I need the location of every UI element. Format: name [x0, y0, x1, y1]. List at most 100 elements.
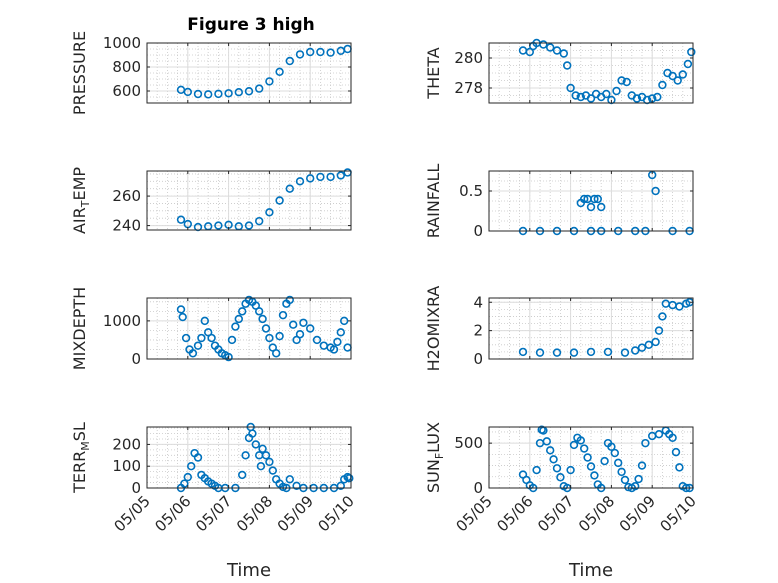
data-point: [234, 87, 244, 97]
data-point: [576, 92, 585, 102]
data-point: [622, 77, 631, 87]
data-point: [678, 70, 687, 79]
data-point: [651, 186, 660, 196]
y-axis-label: MIXDEPTH: [70, 287, 89, 370]
data-point: [329, 345, 339, 354]
x-tick-label: 05/09: [616, 492, 659, 535]
data-point: [545, 446, 555, 455]
data-point: [306, 47, 315, 57]
data-point: [188, 349, 198, 358]
y-axis-label: AIRTEMP: [70, 167, 92, 234]
x-axis-label: Time: [568, 560, 613, 581]
x-tick-label: 05/07: [534, 492, 577, 535]
axes-box: [488, 297, 694, 360]
data-point: [204, 90, 213, 99]
x-tick-label: 05/08: [575, 492, 618, 535]
y-tick-label: 280: [454, 49, 483, 67]
x-tick-label: 05/10: [315, 492, 358, 535]
data-point: [268, 466, 277, 475]
data-point: [556, 473, 565, 482]
axes-box: [488, 426, 694, 489]
data-point: [343, 168, 352, 177]
data-point: [518, 347, 528, 357]
x-tick-label: 05/05: [111, 492, 154, 535]
data-point: [612, 86, 621, 96]
data-point: [336, 46, 345, 55]
data-point: [316, 172, 325, 182]
data-point: [579, 444, 589, 453]
data-point: [285, 56, 294, 66]
x-tick-label: 05/09: [274, 492, 317, 535]
data-point: [683, 59, 693, 69]
data-point: [224, 352, 233, 362]
subplot-pressure: 600 800 1000 PRESSURE: [70, 31, 352, 115]
data-point: [285, 295, 294, 305]
y-tick-label: 200: [112, 435, 141, 453]
data-point: [654, 429, 664, 439]
data-point: [256, 462, 266, 471]
data-point: [630, 482, 640, 491]
data-point: [238, 470, 247, 480]
data-point: [668, 71, 677, 81]
data-point: [658, 312, 667, 321]
data-point: [687, 47, 696, 57]
data-point: [193, 222, 203, 232]
data-point: [552, 464, 562, 473]
data-point: [661, 299, 670, 308]
data-point: [600, 456, 609, 466]
data-point: [336, 481, 345, 491]
data-point: [238, 307, 247, 316]
data-point: [617, 467, 626, 477]
data-point: [193, 453, 203, 462]
y-axis-label: SUNFLUX: [424, 422, 446, 493]
data-point: [265, 333, 274, 343]
data-point: [610, 448, 619, 458]
data-point: [566, 465, 575, 475]
y-tick-label: 500: [454, 434, 483, 452]
data-point: [630, 346, 640, 355]
y-tick-label: 4: [473, 293, 483, 311]
data-point: [306, 174, 315, 183]
data-point: [336, 328, 345, 337]
y-tick-label: 240: [112, 217, 141, 235]
y-tick-label: 0.5: [459, 182, 483, 200]
data-point: [545, 43, 555, 52]
y-tick-label: 2: [473, 322, 483, 340]
data-point: [620, 348, 630, 357]
data-point: [586, 202, 596, 212]
data-point: [593, 194, 602, 204]
y-tick-label: 600: [112, 82, 141, 100]
data-point: [241, 451, 250, 460]
data-point: [632, 94, 642, 103]
data-point: [295, 330, 305, 339]
data-point: [654, 326, 664, 335]
data-point: [336, 171, 345, 180]
data-point: [176, 215, 186, 224]
y-tick-label: 1000: [103, 312, 141, 330]
data-point: [275, 196, 284, 205]
data-point: [590, 194, 599, 204]
data-point: [566, 83, 575, 93]
subplot-h2omixra: 0 2 4 H2OMIXRA: [424, 286, 694, 372]
y-axis-label: H2OMIXRA: [424, 286, 443, 372]
data-point: [603, 347, 613, 357]
y-axis-label: TERRMSL: [70, 422, 92, 494]
y-axis-label: PRESSURE: [70, 31, 89, 115]
data-point: [576, 436, 585, 445]
data-point: [333, 337, 342, 347]
data-point: [571, 91, 580, 100]
data-point: [183, 87, 193, 97]
data-point: [675, 302, 684, 311]
data-point: [634, 474, 643, 484]
data-point: [176, 305, 186, 314]
data-point: [244, 221, 254, 230]
data-point: [187, 462, 196, 471]
data-point: [316, 47, 325, 57]
data-point: [176, 85, 186, 95]
y-tick-label: 0: [473, 222, 483, 240]
data-point: [295, 177, 305, 186]
data-point: [532, 465, 541, 475]
